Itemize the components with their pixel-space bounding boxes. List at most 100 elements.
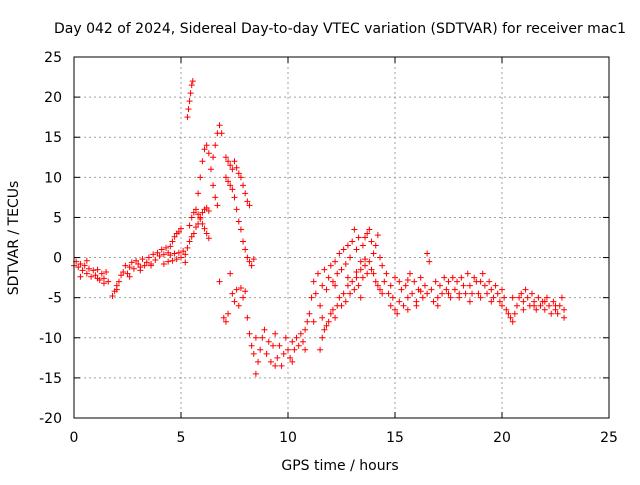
data-point — [139, 256, 146, 263]
data-point — [186, 98, 193, 105]
data-point — [426, 258, 433, 265]
data-point — [255, 358, 262, 365]
data-point — [342, 298, 349, 305]
data-point — [449, 274, 456, 281]
data-point — [561, 306, 568, 313]
data-point — [349, 278, 356, 285]
data-point — [252, 370, 259, 377]
data-point — [250, 350, 257, 357]
axis-ticks — [73, 56, 610, 419]
data-point — [424, 290, 431, 297]
data-point — [233, 206, 240, 213]
data-point — [259, 334, 266, 341]
y-tick-label: -10 — [39, 331, 62, 347]
data-point — [175, 228, 182, 235]
chart-title: Day 042 of 2024, Sidereal Day-to-day VTE… — [54, 21, 626, 37]
data-point — [289, 338, 296, 345]
data-point — [242, 246, 249, 253]
data-point — [304, 318, 311, 325]
data-point — [417, 274, 424, 281]
data-point — [402, 282, 409, 289]
data-point — [353, 246, 360, 253]
data-point — [513, 302, 520, 309]
data-point — [458, 274, 465, 281]
data-point — [270, 342, 277, 349]
data-point — [225, 310, 232, 317]
data-point — [430, 298, 437, 305]
data-point — [552, 302, 559, 309]
data-point — [353, 274, 360, 281]
data-point — [511, 310, 518, 317]
data-point — [190, 230, 197, 237]
data-point — [152, 256, 159, 263]
data-point — [344, 242, 351, 249]
data-point — [214, 202, 221, 209]
data-point — [240, 294, 247, 301]
data-point — [195, 190, 202, 197]
data-point — [137, 267, 144, 274]
data-point — [246, 202, 253, 209]
data-point — [359, 274, 366, 281]
data-point — [192, 224, 199, 231]
data-point — [210, 182, 217, 189]
data-point — [332, 282, 339, 289]
data-point — [392, 274, 398, 281]
data-point — [546, 302, 553, 309]
data-point — [355, 282, 362, 289]
data-point — [227, 270, 234, 277]
data-point — [462, 290, 469, 297]
data-point — [182, 259, 189, 266]
data-point — [231, 194, 238, 201]
data-point — [216, 278, 223, 285]
data-point — [456, 290, 463, 297]
data-point — [165, 258, 172, 265]
data-point — [235, 170, 242, 177]
data-point — [368, 266, 375, 273]
data-point — [287, 354, 294, 361]
data-point — [212, 142, 219, 149]
data-point — [297, 330, 304, 337]
data-point — [180, 248, 187, 255]
data-point — [98, 270, 105, 277]
data-point — [496, 298, 503, 305]
data-point — [278, 362, 285, 369]
data-point — [310, 278, 317, 285]
data-point — [454, 278, 461, 285]
data-point — [148, 262, 155, 269]
data-point — [77, 260, 84, 267]
data-point — [387, 302, 394, 309]
data-point — [295, 342, 302, 349]
data-point — [186, 222, 193, 229]
y-tick-label: 15 — [44, 130, 62, 146]
data-point — [272, 330, 279, 337]
data-point — [477, 294, 484, 301]
data-point — [244, 198, 251, 205]
data-point — [248, 262, 255, 269]
gridlines — [74, 57, 609, 418]
x-tick-label: 5 — [177, 430, 186, 446]
data-point — [289, 358, 296, 365]
data-point — [336, 250, 343, 257]
data-point — [242, 190, 249, 197]
data-point — [187, 90, 194, 97]
data-point — [443, 286, 450, 293]
data-point — [188, 233, 195, 240]
data-point — [90, 267, 97, 274]
data-point — [537, 302, 544, 309]
data-point — [319, 282, 326, 289]
data-point — [237, 285, 244, 292]
data-point — [235, 218, 242, 225]
data-point — [197, 174, 204, 181]
data-point — [325, 274, 332, 281]
data-point — [81, 262, 88, 269]
data-point — [190, 209, 197, 216]
y-tick-label: 25 — [44, 50, 62, 66]
data-point — [83, 257, 90, 264]
data-point — [366, 258, 373, 265]
data-point — [75, 264, 82, 271]
data-point — [357, 258, 364, 265]
data-point — [184, 244, 191, 251]
data-point — [135, 260, 142, 267]
x-tick-label: 10 — [279, 430, 297, 446]
